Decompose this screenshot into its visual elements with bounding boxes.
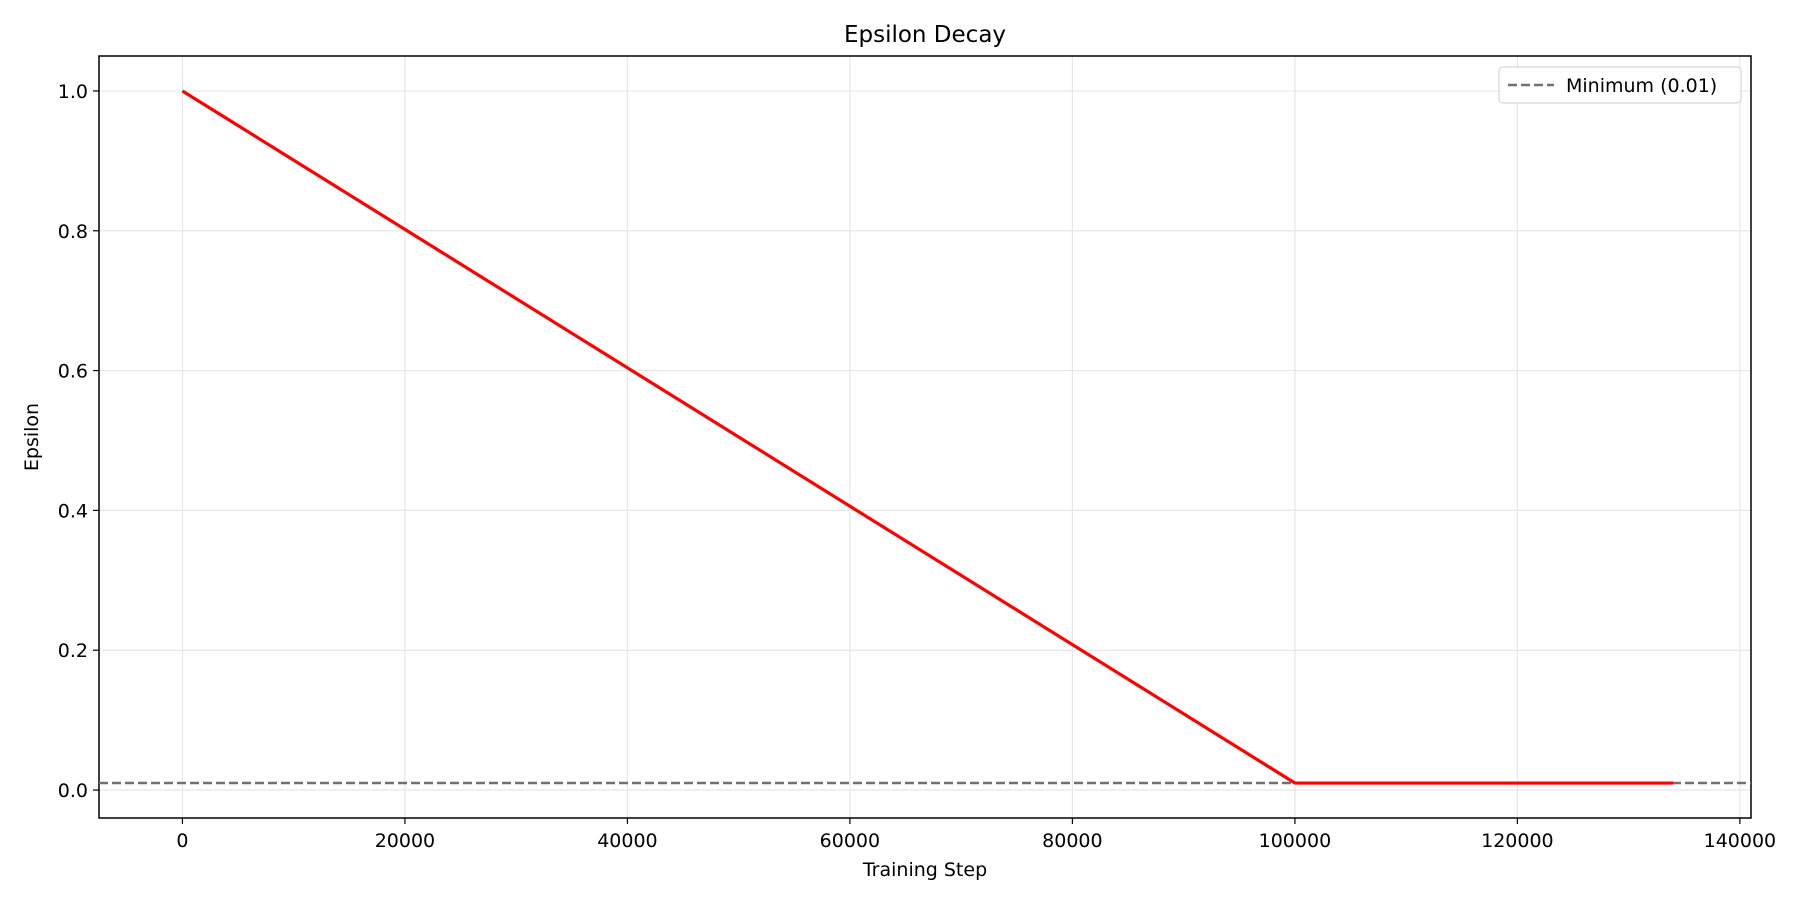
x-tick-label: 100000 — [1259, 830, 1332, 852]
x-tick-label: 0 — [176, 830, 188, 852]
legend-label: Minimum (0.01) — [1566, 75, 1717, 97]
y-tick-label: 0.2 — [58, 640, 88, 662]
y-tick-label: 0.4 — [58, 500, 88, 522]
series — [181, 89, 1674, 785]
legend-box — [1498, 66, 1742, 104]
y-tick-label: 1.0 — [58, 81, 88, 103]
x-tick-label: 40000 — [597, 830, 657, 852]
y-axis-label: Epsilon — [21, 403, 43, 471]
legend: Minimum (0.01) — [1498, 66, 1742, 104]
epsilon-series-line — [181, 89, 1674, 785]
x-tick-label: 140000 — [1704, 830, 1777, 852]
y-tick-label: 0.0 — [58, 780, 88, 802]
x-tick-label: 60000 — [820, 830, 880, 852]
x-tick-label: 120000 — [1481, 830, 1554, 852]
grid — [99, 56, 1751, 818]
x-axis-ticks: 0 20000 40000 60000 80000 100000 120000 140000 — [176, 818, 1776, 852]
y-tick-label: 0.8 — [58, 221, 88, 243]
y-axis-ticks: 0.0 0.2 0.4 0.6 0.8 1.0 — [58, 81, 99, 802]
x-axis-label: Training Step — [862, 859, 987, 881]
x-tick-label: 20000 — [375, 830, 435, 852]
x-tick-label: 80000 — [1042, 830, 1102, 852]
chart-title: Epsilon Decay — [844, 22, 1006, 48]
y-tick-label: 0.6 — [58, 361, 88, 383]
axes-frame — [98, 55, 1752, 819]
